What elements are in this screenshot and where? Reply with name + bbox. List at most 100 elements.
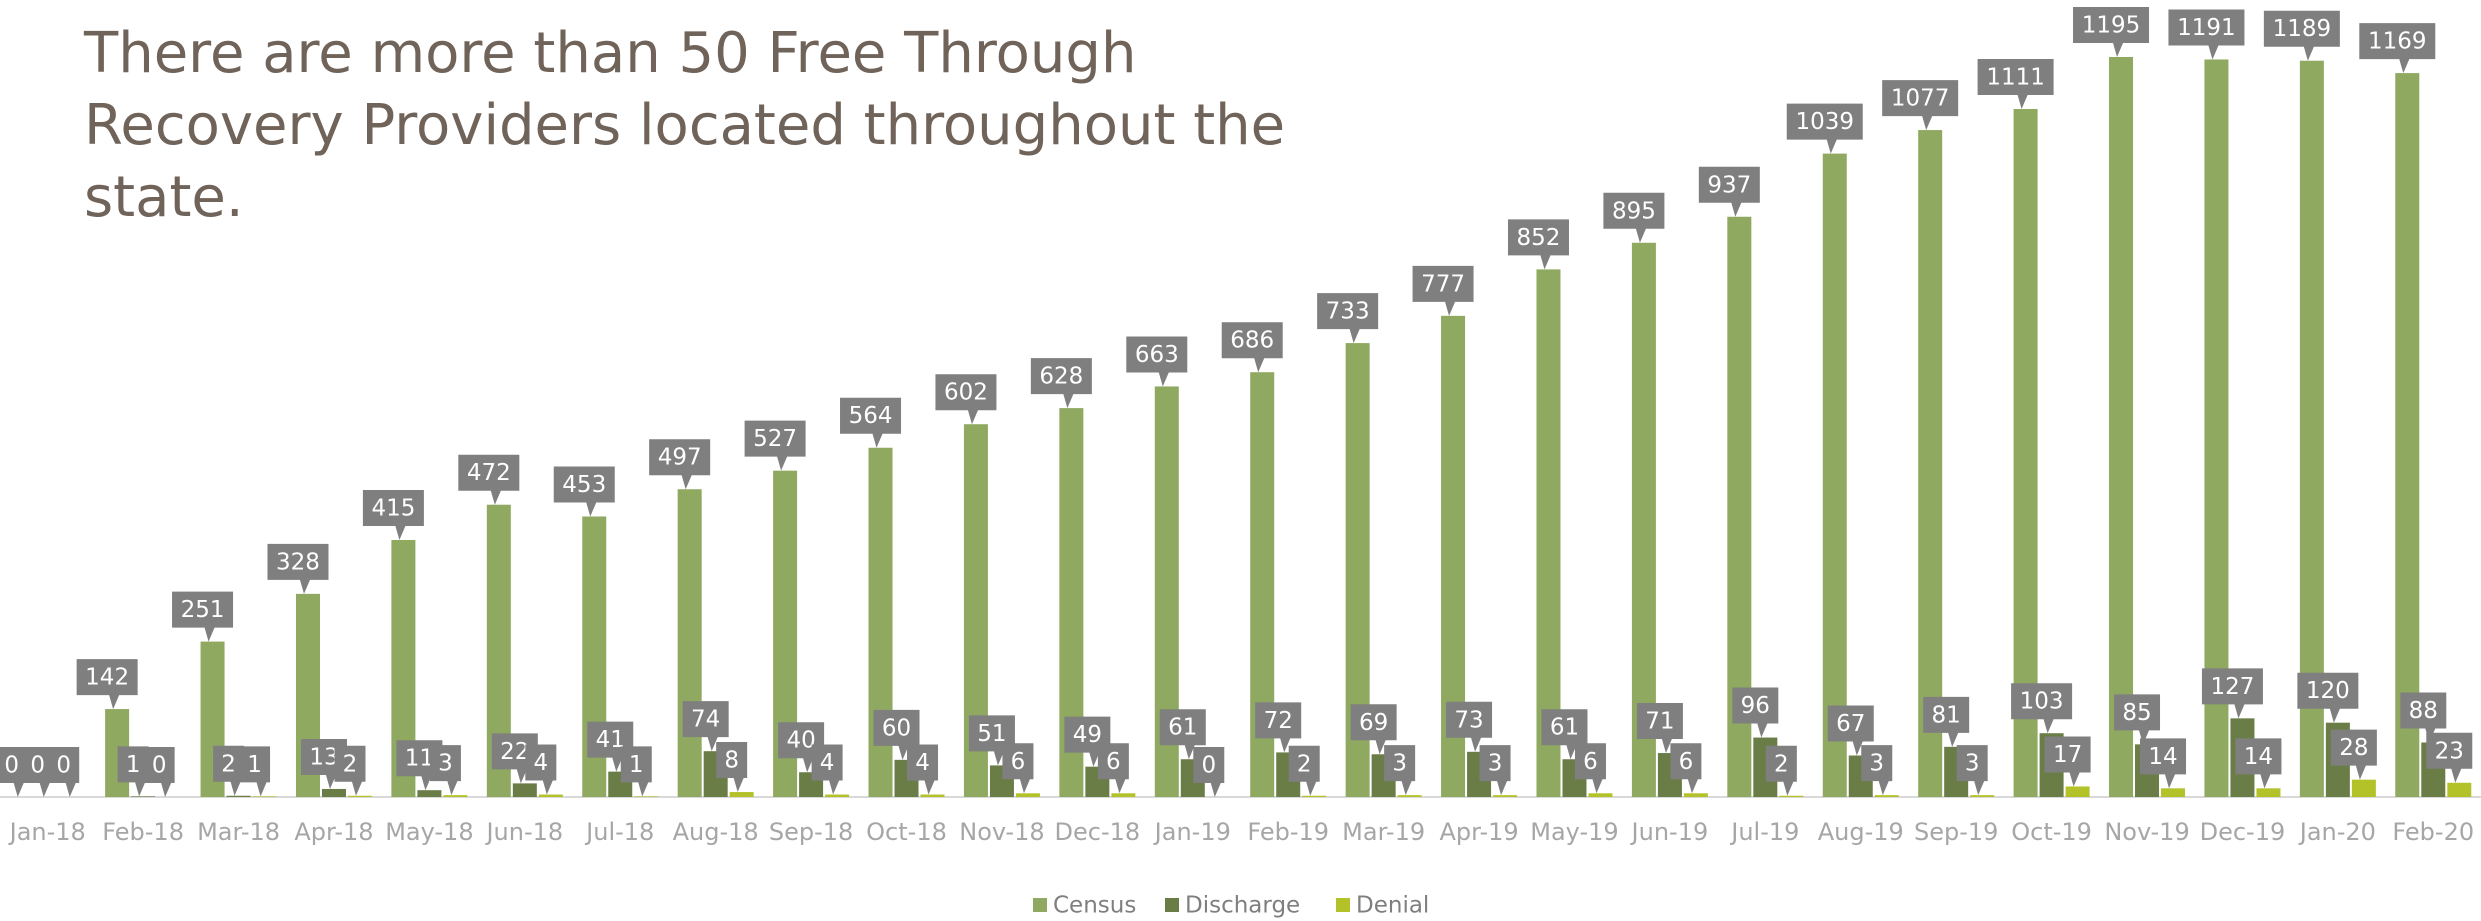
data-label-callout xyxy=(1064,716,1111,767)
data-label: 602 xyxy=(935,374,997,425)
data-label-callout xyxy=(1412,265,1474,316)
data-label: 628 xyxy=(1030,358,1092,409)
data-label: 0 xyxy=(22,747,54,797)
x-tick-label: Feb-18 xyxy=(102,818,184,846)
data-label: 73 xyxy=(1446,701,1493,752)
x-tick-label: Oct-19 xyxy=(2011,818,2092,846)
data-label-text: 67 xyxy=(1836,711,1865,737)
data-label-callout xyxy=(2297,672,2359,723)
data-label: 686 xyxy=(1221,322,1283,373)
data-label-callout xyxy=(620,746,652,797)
data-label-callout xyxy=(935,374,997,425)
data-label-callout xyxy=(587,721,634,772)
bar xyxy=(1588,793,1613,797)
data-label: 40 xyxy=(778,722,825,773)
data-label-callout xyxy=(172,591,234,642)
data-label: 1077 xyxy=(1882,80,1959,131)
bar xyxy=(2395,73,2420,798)
data-label-text: 61 xyxy=(1168,715,1197,741)
bar xyxy=(1683,793,1708,797)
data-label-text: 0 xyxy=(4,753,19,779)
data-label-callout xyxy=(48,747,80,797)
data-label-text: 60 xyxy=(882,715,911,741)
data-label: 1169 xyxy=(2359,23,2436,74)
bar xyxy=(920,794,945,797)
data-label-text: 73 xyxy=(1454,707,1483,733)
data-label-text: 74 xyxy=(691,707,720,733)
data-label-callout xyxy=(778,722,825,773)
data-label-callout xyxy=(2168,9,2245,60)
bar xyxy=(1970,795,1995,797)
data-label: 663 xyxy=(1126,336,1188,387)
data-label-text: 2 xyxy=(1774,751,1789,777)
data-label-text: 4 xyxy=(820,750,835,776)
data-label: 2 xyxy=(334,745,366,796)
data-label-text: 1039 xyxy=(1795,109,1854,135)
data-label-callout xyxy=(76,659,138,710)
legend-label: Discharge xyxy=(1185,893,1300,919)
data-label-text: 663 xyxy=(1135,342,1179,368)
legend-label: Census xyxy=(1053,893,1136,919)
data-label-callout xyxy=(1126,336,1188,387)
data-label-text: 120 xyxy=(2306,678,2350,704)
data-label-text: 96 xyxy=(1741,693,1770,719)
x-tick-label: Jan-20 xyxy=(2298,818,2376,846)
data-label: 14 xyxy=(2235,738,2282,789)
data-label-text: 1111 xyxy=(1986,65,2045,91)
data-label-callout xyxy=(1956,745,1988,796)
data-label-callout xyxy=(2201,668,2263,719)
data-label: 328 xyxy=(267,543,329,594)
legend-swatch xyxy=(1336,898,1350,912)
data-label: 4 xyxy=(811,744,843,795)
data-label-callout xyxy=(2235,738,2282,789)
data-label: 96 xyxy=(1732,687,1779,738)
data-label-text: 937 xyxy=(1707,172,1751,198)
data-label-callout xyxy=(143,747,175,797)
data-label-callout xyxy=(553,466,615,517)
data-label-callout xyxy=(744,420,806,471)
data-label-callout xyxy=(1765,745,1797,796)
data-label-callout xyxy=(2114,694,2161,745)
data-label-text: 895 xyxy=(1612,198,1656,224)
data-label-callout xyxy=(362,490,424,541)
legend-swatch xyxy=(1033,898,1047,912)
data-label: 51 xyxy=(968,715,1015,766)
data-label-callout xyxy=(811,744,843,795)
data-label: 74 xyxy=(682,701,729,752)
data-label: 0 xyxy=(1193,747,1225,797)
data-label-text: 628 xyxy=(1039,364,1083,390)
data-label-callout xyxy=(968,715,1015,766)
bar xyxy=(1493,795,1518,797)
data-label-callout xyxy=(1923,696,1970,747)
bar xyxy=(1874,795,1899,797)
legend-label: Denial xyxy=(1356,893,1429,919)
data-label-callout xyxy=(22,747,54,797)
data-label-text: 6 xyxy=(1011,749,1026,775)
data-label-text: 1169 xyxy=(2368,29,2427,55)
bar xyxy=(1536,269,1561,797)
data-label-text: 1195 xyxy=(2082,13,2141,39)
data-label: 1189 xyxy=(2263,10,2340,61)
data-label-text: 0 xyxy=(30,753,45,779)
data-label-text: 81 xyxy=(1932,702,1961,728)
x-tick-label: Mar-18 xyxy=(197,818,280,846)
data-label-callout xyxy=(1603,192,1665,243)
data-label: 937 xyxy=(1698,166,1760,217)
data-label-callout xyxy=(1255,702,1302,753)
data-label-text: 0 xyxy=(152,753,167,779)
data-label: 61 xyxy=(1541,709,1588,760)
data-label-text: 103 xyxy=(2020,689,2064,715)
data-label-text: 415 xyxy=(371,496,415,522)
data-label-callout xyxy=(907,744,939,795)
bar xyxy=(634,796,659,797)
x-tick-label: Feb-20 xyxy=(2392,818,2474,846)
data-label-text: 497 xyxy=(658,445,702,471)
data-label-callout xyxy=(1861,745,1893,796)
data-label-callout xyxy=(1446,701,1493,752)
data-label-callout xyxy=(1159,709,1206,760)
x-tick-label: May-19 xyxy=(1530,818,1618,846)
data-label: 120 xyxy=(2297,672,2359,723)
data-label: 0 xyxy=(48,747,80,797)
data-label: 0 xyxy=(0,747,28,797)
